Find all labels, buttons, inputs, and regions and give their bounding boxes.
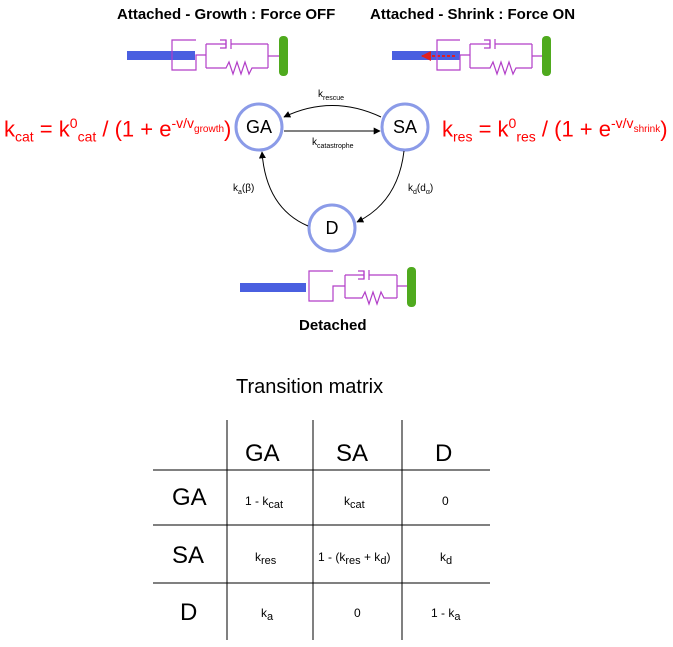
col-header-sa: SA — [336, 440, 369, 467]
anchor — [542, 36, 551, 76]
node-d — [307, 203, 357, 253]
kcat-equation: kcat = k0cat / (1 + e-v/vgrowth) — [4, 115, 232, 145]
cell-sa-ga: kres — [255, 550, 277, 567]
row-header-d: D — [180, 599, 198, 626]
edge-label-rescue: krescue — [318, 89, 345, 102]
detached-mechanism — [240, 267, 416, 307]
detached-label: Detached — [299, 317, 367, 334]
edge-label-kd: kd(dα) — [408, 183, 434, 196]
col-header-ga: GA — [245, 440, 280, 467]
cell-d-sa: 0 — [354, 606, 361, 620]
microtubule-rod — [127, 51, 195, 60]
edge-label-ka: ka(β) — [233, 183, 255, 196]
edge-label-catastrophe: kcatastrophe — [312, 137, 354, 150]
kinetochore-bracket — [436, 39, 470, 71]
matrix-title: Transition matrix — [236, 376, 384, 398]
node-ga — [234, 102, 284, 152]
kinetochore-bracket — [308, 270, 345, 302]
cell-d-ga: ka — [261, 606, 274, 623]
growth-mechanism — [127, 36, 288, 76]
state-sa-label: SA — [392, 116, 417, 137]
kres-equation: kres = k0res / (1 + e-v/vshrink) — [442, 115, 668, 145]
edge-rescue — [283, 105, 382, 118]
state-ga-label: GA — [245, 116, 272, 137]
row-header-sa: SA — [172, 542, 205, 569]
anchor — [407, 267, 416, 307]
shrink-mechanism — [392, 36, 551, 76]
growth-label: Attached - Growth : Force OFF — [117, 6, 336, 23]
cell-ga-d: 0 — [442, 494, 449, 508]
cell-ga-ga: 1 - kcat — [245, 494, 284, 511]
state-d-label: D — [325, 217, 339, 238]
shrink-label: Attached - Shrink : Force ON — [370, 6, 576, 23]
matrix-grid — [153, 420, 490, 640]
cell-ga-sa: kcat — [344, 494, 365, 511]
state-graph — [234, 102, 430, 253]
edge-ka — [258, 151, 309, 227]
cell-sa-d: kd — [440, 550, 453, 567]
anchor — [279, 36, 288, 76]
col-header-d: D — [435, 440, 453, 467]
spring-damper — [205, 39, 280, 76]
microtubule-rod — [240, 283, 306, 292]
spring-damper — [344, 270, 408, 306]
row-header-ga: GA — [172, 484, 207, 511]
node-sa — [380, 102, 430, 152]
spring-damper — [469, 39, 543, 76]
edge-kd — [356, 150, 405, 223]
kinetochore-bracket — [171, 39, 206, 71]
cell-d-d: 1 - ka — [431, 606, 461, 623]
cell-sa-sa: 1 - (kres + kd) — [318, 550, 391, 567]
